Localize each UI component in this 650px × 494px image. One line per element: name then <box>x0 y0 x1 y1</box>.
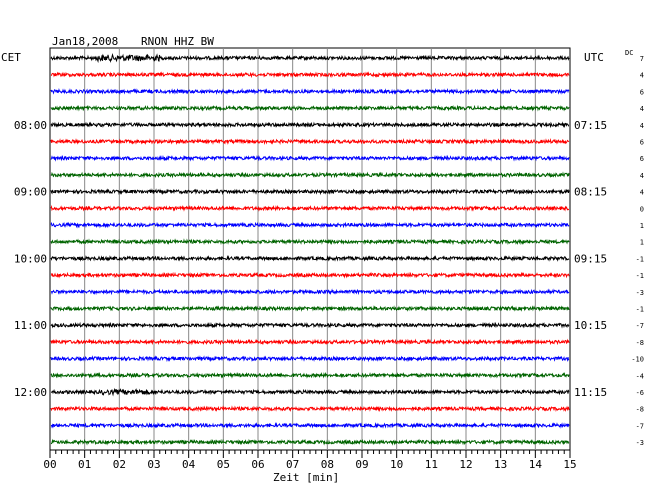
dc-offset-label: 4 <box>640 172 644 180</box>
dc-header-label: DC <box>625 49 634 57</box>
seismic-trace <box>50 154 570 162</box>
x-tick-label: 05 <box>217 458 230 471</box>
dc-offset-label: -1 <box>636 272 644 280</box>
dc-offset-label: 4 <box>640 72 644 80</box>
dc-offset-label: -7 <box>636 322 644 330</box>
seismic-trace <box>50 221 570 229</box>
dc-offset-label: 6 <box>640 88 644 96</box>
seismic-trace <box>50 171 570 179</box>
dc-offset-label: -7 <box>636 422 644 430</box>
dc-offset-label: -10 <box>631 356 644 364</box>
x-tick-label: 09 <box>355 458 368 471</box>
left-time-label: 11:00 <box>14 319 47 332</box>
dc-offset-label: 7 <box>640 55 644 63</box>
seismic-trace <box>50 138 570 145</box>
dc-offset-label: -3 <box>636 439 644 447</box>
dc-offset-label: 1 <box>640 239 644 247</box>
dc-offset-label: 4 <box>640 189 644 197</box>
seismic-trace <box>50 338 570 346</box>
left-time-label: 10:00 <box>14 252 47 265</box>
dc-offset-label: 0 <box>640 205 644 213</box>
dc-offset-label: 4 <box>640 105 644 113</box>
right-time-label: 09:15 <box>574 252 607 265</box>
seismic-trace <box>50 421 570 429</box>
x-tick-label: 02 <box>113 458 126 471</box>
dc-offset-label: -8 <box>636 406 644 414</box>
seismic-trace <box>50 71 570 79</box>
dc-offset-label: -4 <box>636 372 644 380</box>
x-tick-label: 00 <box>43 458 56 471</box>
right-time-label: 08:15 <box>574 186 607 199</box>
seismic-trace <box>50 371 570 379</box>
left-time-label: 08:00 <box>14 119 47 132</box>
right-timezone-label: UTC <box>584 51 604 64</box>
dc-offset-label: 6 <box>640 155 644 163</box>
x-tick-label: 04 <box>182 458 196 471</box>
x-tick-label: 07 <box>286 458 299 471</box>
plot-grid <box>49 47 571 451</box>
left-time-label: 09:00 <box>14 186 47 199</box>
dc-offset-label: 6 <box>640 139 644 147</box>
right-time-label: 11:15 <box>574 386 607 399</box>
seismic-trace <box>50 387 570 397</box>
seismic-trace <box>50 53 570 64</box>
seismic-trace <box>50 254 570 262</box>
seismic-trace <box>50 304 570 312</box>
date-label: Jan18,2008 <box>52 35 119 48</box>
x-tick-label: 13 <box>494 458 507 471</box>
seismic-trace <box>50 204 570 212</box>
right-time-label: 10:15 <box>574 319 607 332</box>
seismic-trace <box>50 121 570 129</box>
x-tick-label: 15 <box>563 458 576 471</box>
dc-offset-label: -3 <box>636 289 644 297</box>
x-tick-label: 10 <box>390 458 403 471</box>
x-tick-label: 14 <box>529 458 543 471</box>
seismic-trace <box>50 188 570 196</box>
dc-offset-label: -1 <box>636 255 644 263</box>
time-axis: 00 01 02 03 04 05 06 07 08 09 10 11 12 13 14 1508:0009:… <box>14 55 644 471</box>
x-tick-label: 11 <box>425 458 438 471</box>
seismic-trace <box>50 238 570 246</box>
right-time-label: 07:15 <box>574 119 607 132</box>
seismic-trace <box>50 321 570 329</box>
seismic-traces <box>50 53 570 446</box>
dc-offset-label: -8 <box>636 339 644 347</box>
dc-offset-label: -1 <box>636 306 644 314</box>
seismic-trace <box>50 104 570 112</box>
station-label: RNON HHZ BW <box>141 35 214 48</box>
seismic-trace <box>51 288 570 296</box>
x-tick-label: 01 <box>78 458 91 471</box>
seismic-trace <box>50 87 570 95</box>
dc-offset-label: 1 <box>640 222 644 230</box>
seismic-trace <box>50 438 570 446</box>
x-tick-label: 06 <box>251 458 264 471</box>
seismic-trace <box>50 271 570 279</box>
left-timezone-label: CET <box>1 51 21 64</box>
seismic-trace <box>50 405 570 413</box>
dc-offset-label: -6 <box>636 389 644 397</box>
x-tick-label: 03 <box>147 458 160 471</box>
seismic-trace <box>50 355 570 363</box>
dc-offset-label: 4 <box>640 122 644 130</box>
x-tick-label: 12 <box>459 458 472 471</box>
left-time-label: 12:00 <box>14 386 47 399</box>
x-tick-label: 08 <box>321 458 334 471</box>
x-axis-title: Zeit [min] <box>273 471 340 484</box>
